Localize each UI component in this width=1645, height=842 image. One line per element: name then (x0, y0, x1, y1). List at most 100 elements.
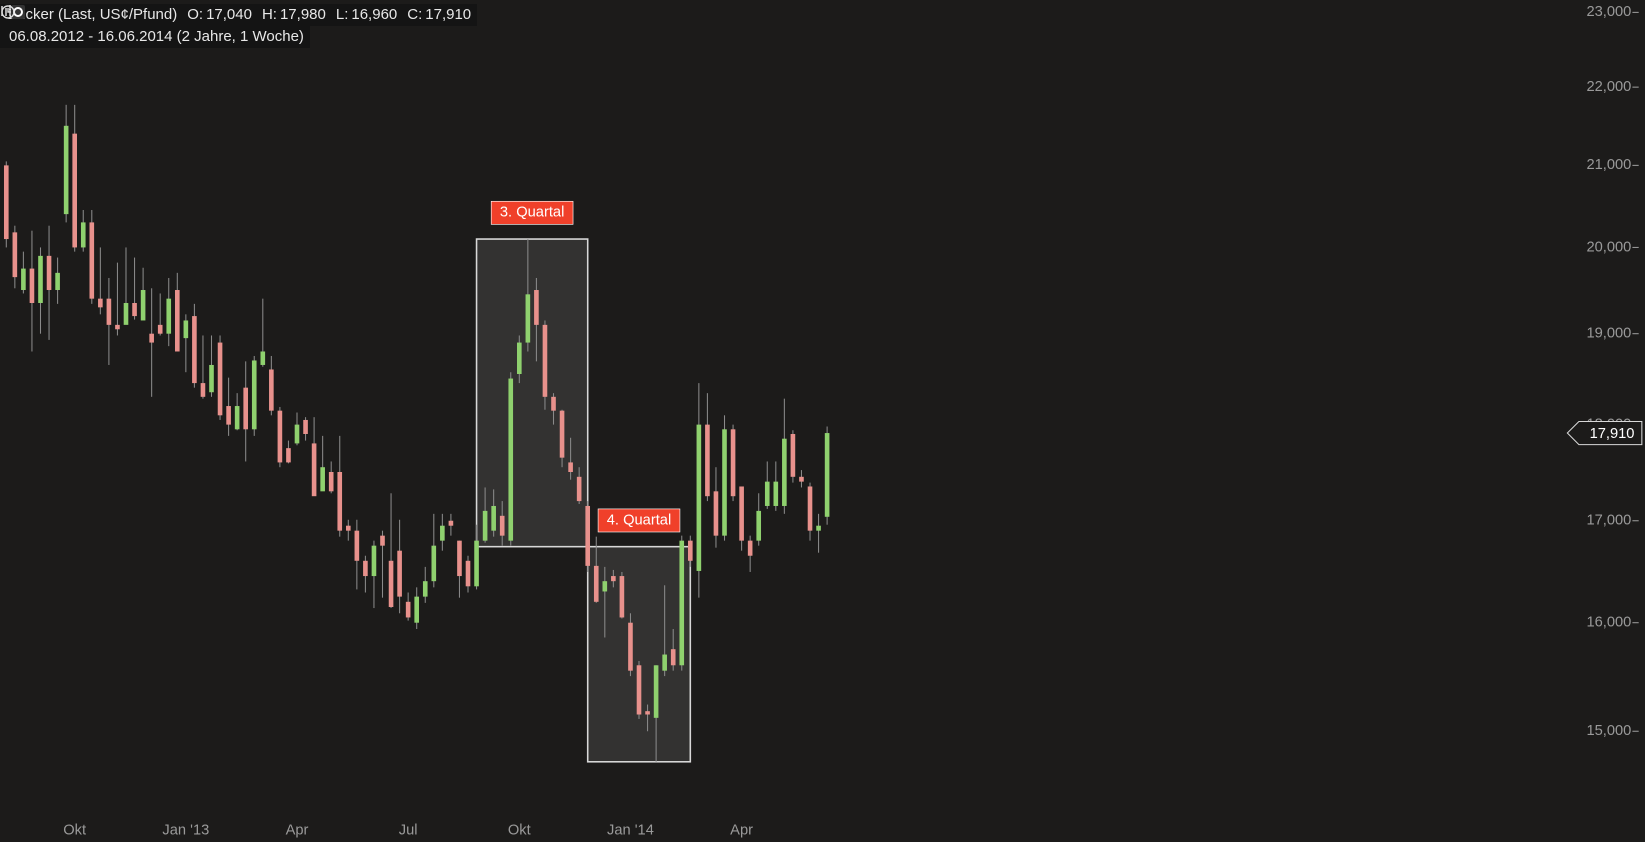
candle-body (705, 424, 710, 497)
candle-body (491, 505, 496, 531)
candle-body (234, 406, 240, 430)
candle-body (816, 525, 821, 531)
x-tick-label: Apr (286, 822, 309, 838)
candle-body (149, 333, 154, 343)
candle-body (465, 560, 471, 587)
y-tick-label: 20,000 (1586, 239, 1631, 255)
candle-body (499, 515, 505, 536)
quote-label: L: (335, 6, 349, 23)
candle-body (157, 324, 163, 334)
candle-body (619, 576, 625, 618)
candle-body (602, 581, 608, 592)
quote-field: C: 17,910 (407, 4, 471, 26)
x-tick-label: Okt (63, 822, 86, 838)
annotation-label: 3. Quartal (500, 205, 564, 221)
candle-body (696, 424, 702, 571)
x-tick-label: Okt (508, 822, 531, 838)
candle-body (12, 232, 18, 278)
candle-body (21, 268, 26, 291)
candle-body (576, 476, 582, 502)
candle-body (311, 443, 317, 497)
candle-body (140, 290, 146, 321)
candle-body (380, 535, 385, 546)
quote-text: 17,910 (425, 6, 472, 23)
candle-body (559, 410, 565, 458)
candle-body (764, 481, 770, 506)
candle-body (636, 665, 642, 715)
candle-body (645, 711, 650, 715)
candle-body (824, 433, 830, 517)
plot: 15,00016,00017,00018,00019,00020,00021,0… (3, 4, 1643, 838)
candle-body (217, 342, 223, 416)
candle-body (534, 290, 539, 325)
candle-body (260, 351, 266, 365)
quote-row: Zucker (Last, US¢/Pfund) O: 17,040 H: 17,98… (0, 4, 478, 26)
x-tick-label: Jan '14 (607, 822, 654, 838)
candle-body (713, 491, 719, 536)
y-tick-label: 22,000 (1586, 79, 1631, 95)
candle-body (687, 540, 693, 561)
quote-text: 17,980 (279, 6, 326, 23)
candle-body (200, 383, 206, 397)
candle-body (72, 133, 78, 248)
last-price-tag (1566, 420, 1643, 446)
candle-body (611, 576, 616, 582)
candle-body (551, 396, 556, 411)
candle-body (756, 510, 762, 541)
candle-body (3, 165, 9, 240)
candle-body (679, 540, 685, 666)
y-tick-label: 19,000 (1586, 326, 1631, 342)
quote-label: O: (187, 6, 204, 23)
candle-body (226, 406, 231, 425)
candle-body (440, 525, 445, 541)
candle-body (516, 342, 522, 375)
range-row: 06.08.2012 - 16.06.2014 (2 Jahre, 1 Woch… (0, 5, 310, 48)
candle-body (98, 298, 103, 308)
candle-body (397, 550, 402, 597)
candle-body (209, 364, 214, 393)
candle-body (320, 467, 325, 492)
candle-body (542, 324, 548, 397)
chart-title: Zucker (Last, US¢/Pfund) (8, 6, 178, 23)
candle-body (277, 410, 283, 463)
candle-body (192, 316, 197, 384)
y-tick-label: 21,000 (1586, 157, 1631, 173)
quote-field: L: 16,960 (336, 4, 397, 26)
candle-body (123, 302, 129, 325)
quote-text: 16,960 (351, 6, 398, 23)
candle-body (773, 481, 779, 506)
candle-body (593, 565, 599, 602)
candle-body (251, 360, 257, 430)
candle-body (747, 540, 753, 556)
y-tick-label: 17,000 (1586, 513, 1631, 529)
candle-body (106, 298, 112, 325)
clock-icon (1, 5, 15, 19)
candle-body (670, 649, 676, 666)
candle-body (294, 424, 300, 444)
header: Zucker (Last, US¢/Pfund) O: 17,040 H: 17,98… (0, 4, 478, 48)
candle-body (46, 255, 52, 291)
candle-body (303, 419, 308, 434)
candle-body (89, 222, 95, 299)
candle-body (585, 505, 591, 566)
candle-body (782, 438, 787, 506)
candle-body (328, 471, 334, 492)
candle-body (80, 222, 86, 248)
date-range: 06.08.2012 - 16.06.2014 (2 Jahre, 1 Woch… (9, 28, 304, 45)
candle-body (363, 560, 368, 577)
candle-body (653, 665, 659, 718)
candle-body (337, 471, 343, 531)
quote-text: 17,040 (206, 6, 252, 23)
candle-body (474, 540, 479, 587)
candle-body (422, 581, 428, 597)
annotation-label: 4. Quartal (607, 512, 671, 528)
candle-body (482, 510, 488, 541)
candle-body (730, 429, 736, 497)
quarter-box (475, 238, 589, 548)
candle-body (63, 125, 69, 215)
candle-body (115, 324, 120, 330)
candle-body (568, 462, 573, 472)
